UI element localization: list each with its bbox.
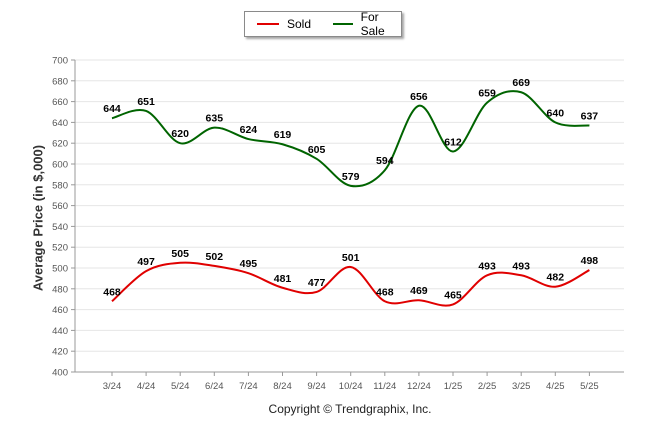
y-tick-label: 420: [52, 347, 68, 358]
data-label-for-sale: 619: [274, 129, 292, 141]
y-tick-label: 520: [52, 243, 68, 254]
y-tick-label: 400: [52, 368, 68, 379]
y-tick-label: 460: [52, 305, 68, 316]
data-label-sold: 505: [171, 248, 189, 260]
data-label-sold: 498: [581, 255, 599, 267]
legend-item-sold: Sold: [257, 17, 311, 31]
data-label-for-sale: 640: [547, 107, 565, 119]
grid-layer: 400 420 440 460 480 500 520 540 560 580 600 620 640 6…: [52, 56, 624, 392]
y-tick-label: 620: [52, 139, 68, 150]
x-tick-label: 4/24: [137, 381, 156, 392]
y-axis-label: Average Price (in $,000): [30, 144, 46, 292]
x-tick-label: 11/24: [373, 381, 396, 392]
series-line-sold: [111, 261, 590, 307]
x-tick-label: 7/24: [239, 381, 258, 392]
legend-swatch-sold: [257, 23, 279, 25]
x-tick-label: 8/24: [273, 381, 292, 392]
data-label-for-sale: 620: [171, 128, 189, 140]
data-label-layer: 468 497 505 502 495 481 477 501 468 469 465 493 493 4…: [103, 77, 598, 301]
x-tick-label: 3/25: [512, 381, 531, 392]
data-label-sold: 502: [206, 251, 224, 263]
data-label-sold: 477: [308, 277, 326, 289]
x-tick-label: 10/24: [339, 381, 363, 392]
legend: Sold For Sale: [244, 10, 402, 38]
copyright-text: Copyright © Trendgraphix, Inc.: [268, 402, 432, 416]
data-label-sold: 497: [137, 256, 155, 268]
x-tick-label: 5/25: [580, 381, 599, 392]
data-label-for-sale: 605: [308, 144, 326, 156]
y-tick-label: 580: [52, 180, 68, 191]
x-tick-label: 1/25: [444, 381, 463, 392]
x-tick-label: 3/24: [103, 381, 122, 392]
y-tick-label: 500: [52, 264, 68, 275]
legend-label-for-sale: For Sale: [360, 10, 385, 38]
data-label-sold: 495: [240, 258, 258, 270]
data-label-for-sale: 579: [342, 171, 360, 183]
data-label-for-sale: 669: [512, 77, 530, 89]
x-tick-label: 2/25: [478, 381, 497, 392]
y-tick-label: 540: [52, 222, 68, 233]
data-label-for-sale: 624: [240, 124, 258, 136]
data-label-sold: 493: [512, 260, 530, 272]
data-label-sold: 468: [376, 286, 394, 298]
x-tick-label: 4/25: [546, 381, 565, 392]
data-label-for-sale: 659: [478, 88, 496, 100]
series-line-for-sale: [111, 90, 590, 188]
data-label-for-sale: 612: [444, 137, 462, 149]
legend-label-sold: Sold: [287, 17, 312, 31]
data-label-sold: 468: [103, 286, 121, 298]
data-label-sold: 481: [274, 273, 292, 285]
data-label-for-sale: 651: [137, 96, 155, 108]
x-tick-label: 5/24: [171, 381, 190, 392]
data-label-for-sale: 594: [376, 155, 394, 167]
y-tick-label: 680: [52, 76, 68, 87]
x-tick-label: 9/24: [307, 381, 326, 392]
y-tick-label: 560: [52, 201, 68, 212]
legend-item-for-sale: For Sale: [333, 10, 401, 38]
data-label-for-sale: 635: [206, 113, 224, 125]
data-label-for-sale: 656: [410, 91, 428, 103]
y-tick-label: 440: [52, 326, 68, 337]
y-tick-label: 600: [52, 160, 68, 171]
data-label-for-sale: 644: [103, 103, 121, 115]
x-tick-label: 12/24: [407, 381, 431, 392]
data-label-for-sale: 637: [581, 111, 599, 123]
x-tick-label: 6/24: [205, 381, 224, 392]
y-tick-label: 700: [52, 56, 68, 67]
data-label-sold: 482: [547, 272, 565, 284]
y-tick-label: 660: [52, 97, 68, 108]
series-layer: [111, 90, 590, 307]
y-tick-label: 480: [52, 284, 68, 295]
data-label-sold: 469: [410, 285, 428, 297]
y-tick-label: 640: [52, 118, 68, 129]
legend-swatch-for-sale: [333, 23, 353, 25]
data-label-sold: 465: [444, 289, 462, 301]
data-label-sold: 493: [478, 260, 496, 272]
data-label-sold: 501: [342, 252, 360, 264]
